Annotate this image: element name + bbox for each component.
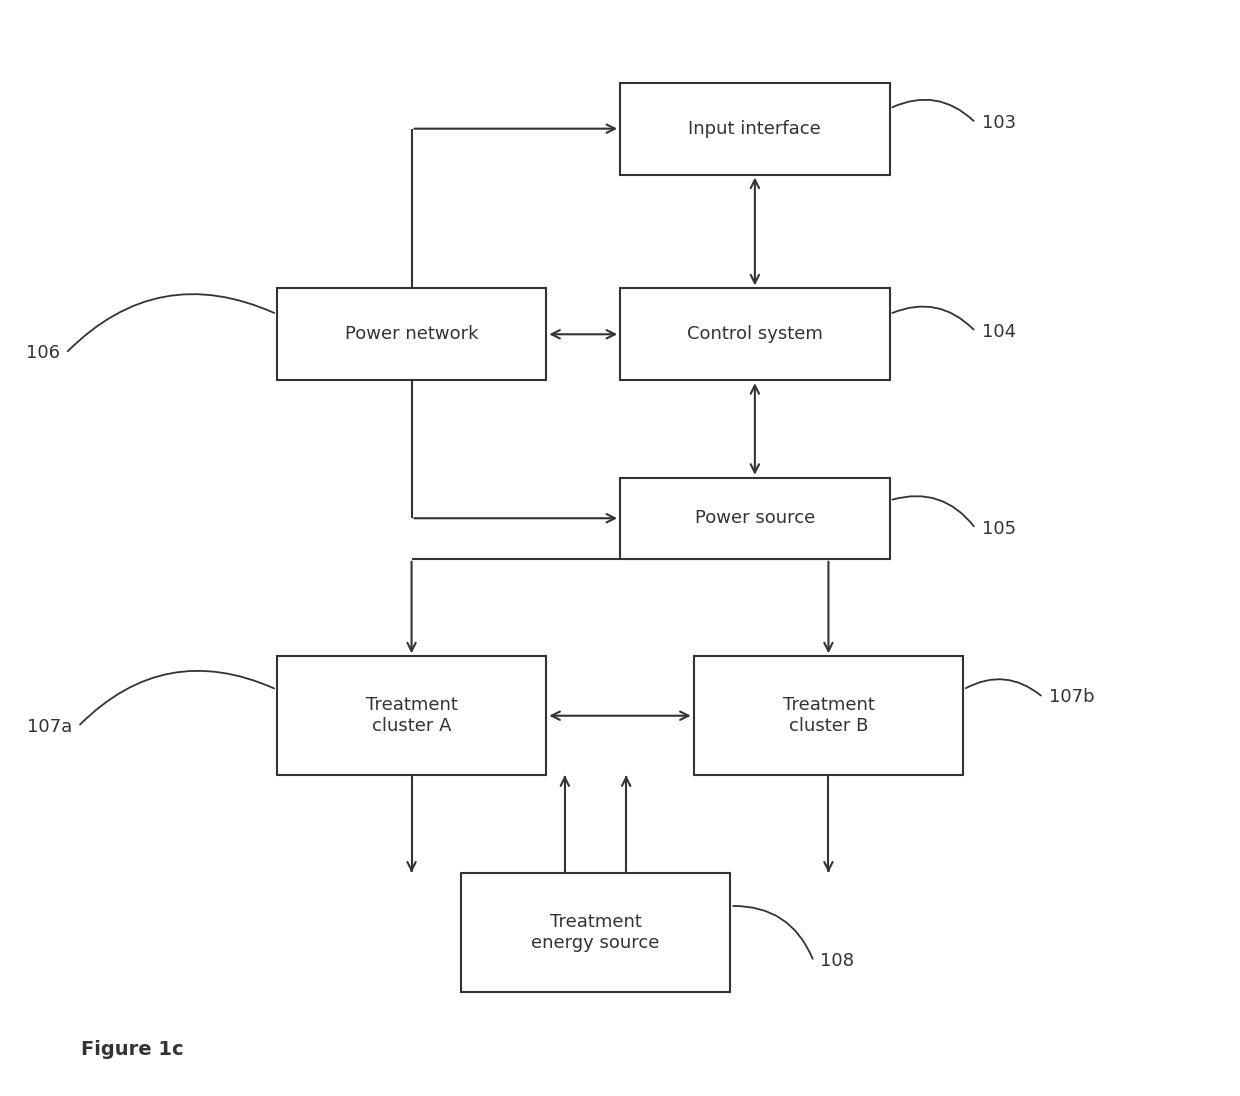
FancyBboxPatch shape [460,872,730,992]
Text: 104: 104 [982,322,1016,341]
FancyBboxPatch shape [277,288,547,380]
FancyBboxPatch shape [620,82,890,174]
FancyBboxPatch shape [620,288,890,380]
FancyBboxPatch shape [620,478,890,559]
Text: Treatment
cluster A: Treatment cluster A [366,696,458,735]
Text: Power network: Power network [345,326,479,343]
Text: 107b: 107b [1049,688,1095,706]
Text: Treatment
energy source: Treatment energy source [531,913,660,951]
FancyBboxPatch shape [693,657,963,775]
Text: 106: 106 [26,344,60,362]
Text: 103: 103 [982,114,1016,132]
Text: Treatment
cluster B: Treatment cluster B [782,696,874,735]
FancyBboxPatch shape [277,657,547,775]
Text: 105: 105 [982,520,1016,537]
Text: Control system: Control system [687,326,823,343]
Text: Power source: Power source [694,510,815,527]
Text: Input interface: Input interface [688,119,821,138]
Text: Figure 1c: Figure 1c [81,1040,184,1059]
Text: 108: 108 [820,952,854,970]
Text: 107a: 107a [27,718,72,735]
